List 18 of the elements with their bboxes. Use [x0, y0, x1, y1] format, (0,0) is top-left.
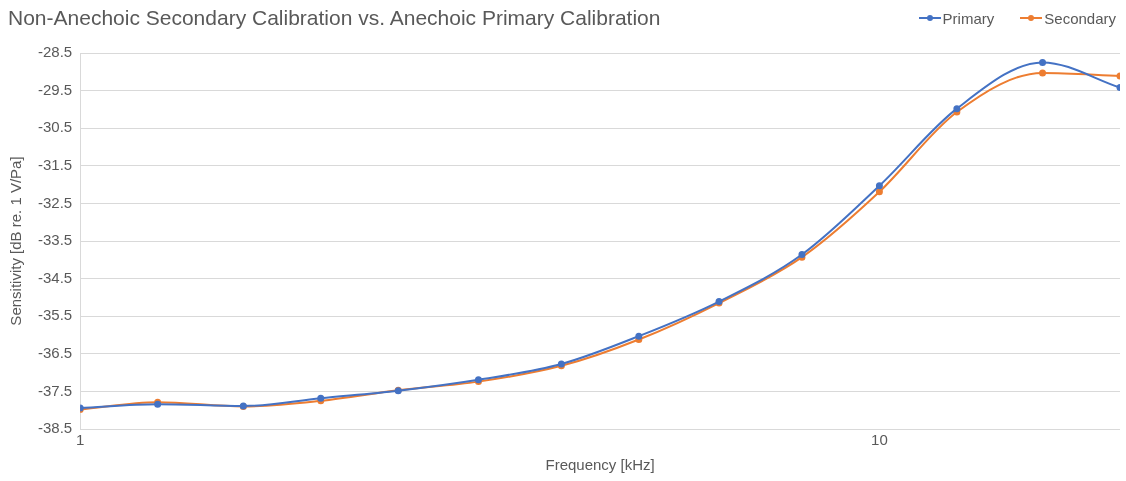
- y-tick-label: -32.5: [37, 193, 73, 211]
- y-tick-label: -33.5: [37, 231, 73, 249]
- legend-label: Primary: [942, 9, 995, 27]
- y-tick-label: -38.5: [37, 419, 73, 437]
- x-tick-label: 10: [871, 431, 888, 449]
- chart-title: Non-Anechoic Secondary Calibration vs. Anechoic Primary Calibration: [8, 6, 661, 30]
- y-tick-label: -35.5: [37, 306, 73, 324]
- y-tick-label: -29.5: [37, 80, 73, 98]
- y-tick-label: -34.5: [37, 268, 73, 286]
- y-tick-label: -36.5: [37, 343, 73, 361]
- legend-label: Secondary: [1044, 9, 1116, 27]
- y-axis-title: Sensitivity [dB re. 1 V/Pa]: [7, 156, 25, 326]
- x-tick-label: 1: [76, 431, 85, 449]
- y-tick-label: -37.5: [37, 381, 73, 399]
- y-tick-label: -30.5: [37, 118, 73, 136]
- y-tick-label: -28.5: [37, 43, 73, 61]
- x-axis-title: Frequency [kHz]: [545, 456, 655, 474]
- y-tick-label: -31.5: [37, 155, 73, 173]
